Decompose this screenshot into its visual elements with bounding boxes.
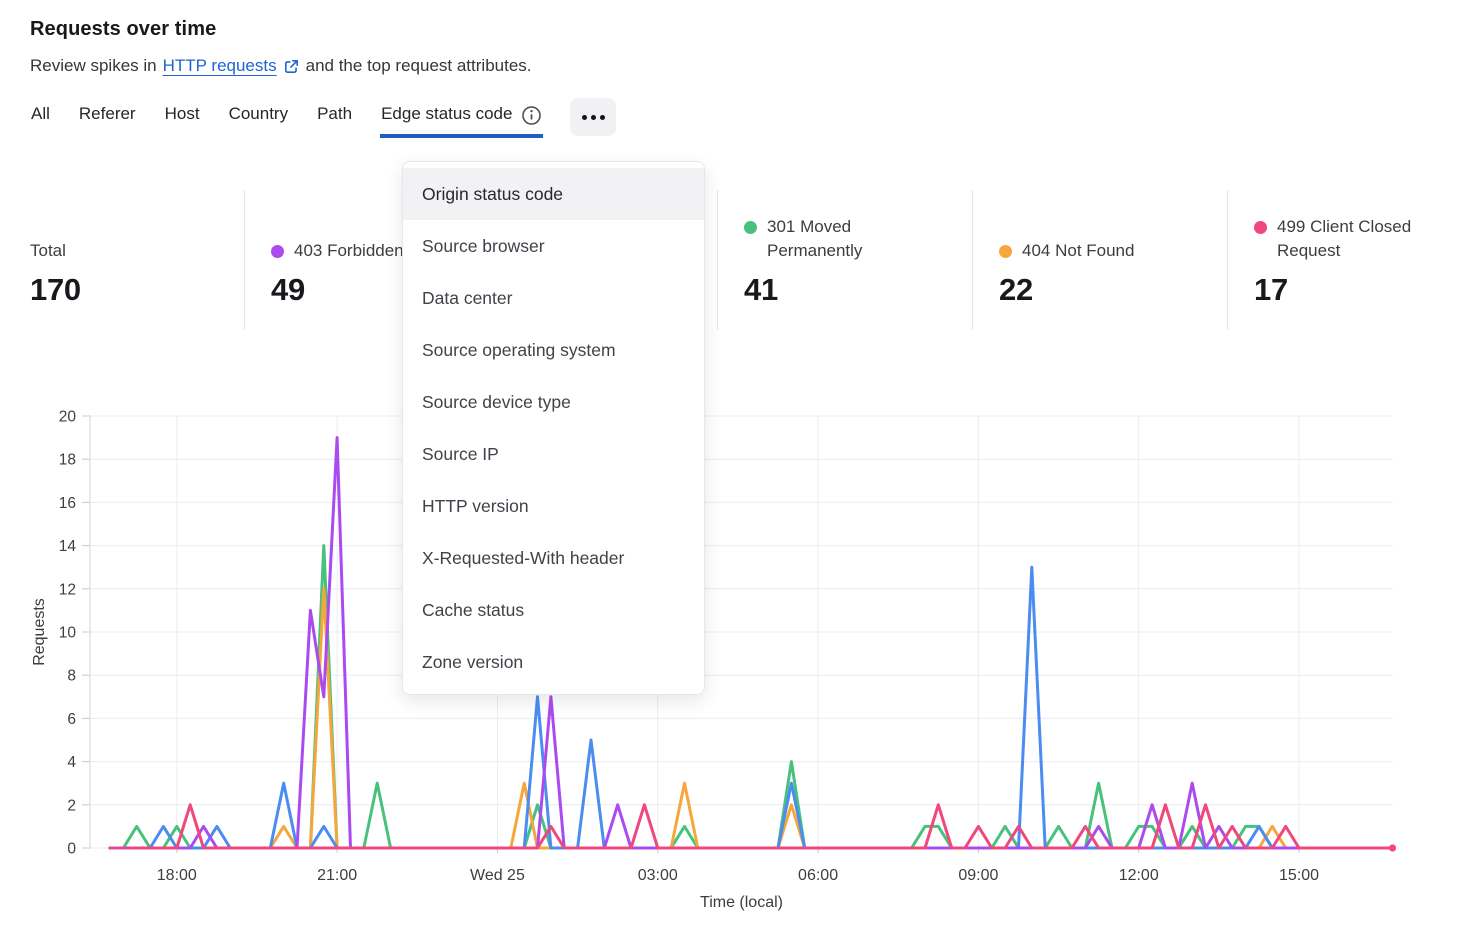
- link-label: HTTP requests: [162, 56, 277, 75]
- info-icon[interactable]: [521, 105, 542, 126]
- stat-value: 17: [1254, 272, 1288, 307]
- legend-dot: [271, 245, 284, 258]
- attribute-tabs: All Referer Host Country Path Edge status cod…: [30, 98, 1428, 140]
- series-line-403-forbidden: [108, 436, 1395, 850]
- stat-label-text: Total: [30, 241, 66, 260]
- series-end-dot: [1388, 844, 1397, 852]
- tab-label: Country: [228, 104, 289, 123]
- y-tick-label: 0: [67, 841, 76, 858]
- stat-value: 49: [271, 272, 305, 307]
- x-tick-label: 09:00: [958, 867, 998, 884]
- legend-dot: [744, 221, 757, 234]
- stat-card-404-not-found[interactable]: 404 Not Found 22: [972, 190, 1227, 330]
- x-tick-label: 18:00: [157, 867, 197, 884]
- attribute-dropdown-menu: Origin status code Source browser Data cen…: [402, 161, 705, 695]
- menu-item-http-version[interactable]: HTTP version: [422, 495, 529, 516]
- tab-referer[interactable]: Referer: [78, 100, 137, 138]
- tab-edge-status-code[interactable]: Edge status code: [380, 100, 544, 138]
- y-tick-label: 10: [59, 625, 77, 642]
- http-requests-link[interactable]: HTTP requests: [163, 56, 300, 76]
- more-attributes-button[interactable]: [570, 98, 617, 136]
- x-tick-label: Wed 25: [470, 867, 525, 884]
- tab-label: All: [31, 104, 50, 123]
- y-tick-label: 12: [59, 581, 76, 598]
- subtitle-prefix: Review spikes in: [30, 56, 157, 75]
- y-tick-label: 4: [67, 754, 76, 771]
- tab-path[interactable]: Path: [316, 100, 353, 138]
- x-tick-label: 21:00: [317, 867, 357, 884]
- series-line-301-moved-permanently: [108, 544, 1395, 850]
- page-title: Requests over time: [30, 18, 217, 40]
- x-tick-label: 06:00: [798, 867, 838, 884]
- menu-item-source-browser[interactable]: Source browser: [422, 235, 545, 256]
- tab-label: Edge status code: [381, 104, 513, 123]
- menu-item-cache-status[interactable]: Cache status: [422, 599, 525, 620]
- stat-label-text: 403 Forbidden: [294, 241, 404, 260]
- ellipsis-icon: [581, 114, 587, 120]
- menu-item-source-operating-system[interactable]: Source operating system: [422, 339, 616, 360]
- tab-label: Referer: [78, 104, 136, 123]
- y-tick-label: 14: [59, 538, 77, 555]
- stat-label-text: 301 Moved Permanently: [767, 217, 863, 260]
- tab-label: Path: [317, 104, 353, 123]
- external-link-icon: [284, 59, 298, 73]
- y-tick-label: 20: [59, 409, 77, 426]
- stat-label: 403 Forbidden: [271, 239, 456, 263]
- page-subtitle: Review spikes in HTTP requests and the t…: [30, 56, 1428, 76]
- x-axis-title: Time (local): [700, 894, 783, 911]
- stat-card-total[interactable]: Total 170: [30, 190, 244, 330]
- y-tick-label: 16: [59, 495, 76, 512]
- stat-card-403-forbidden[interactable]: 403 Forbidden 49: [244, 190, 466, 330]
- menu-item-zone-version[interactable]: Zone version: [422, 651, 524, 672]
- tab-all[interactable]: All: [30, 100, 51, 138]
- stat-label-text: 404 Not Found: [1022, 241, 1135, 260]
- stat-value: 22: [999, 272, 1033, 307]
- subtitle-suffix: and the top request attributes.: [305, 56, 532, 75]
- stat-label: 404 Not Found: [999, 239, 1217, 263]
- tab-country[interactable]: Country: [228, 100, 290, 138]
- stats-row: Total 170 403 Forbidden 49 301 Moved Permane…: [30, 190, 1428, 330]
- menu-item-data-center[interactable]: Data center: [422, 287, 513, 308]
- stat-label: 499 Client Closed Request: [1254, 215, 1418, 263]
- y-tick-label: 2: [67, 797, 76, 814]
- stat-value: 41: [744, 272, 778, 307]
- menu-item-x-requested-with-header[interactable]: X-Requested-With header: [422, 547, 625, 568]
- stat-value: 170: [30, 272, 81, 307]
- legend-dot: [1254, 221, 1267, 234]
- x-tick-label: 03:00: [638, 867, 678, 884]
- y-axis-title: Requests: [31, 598, 48, 666]
- y-tick-label: 6: [67, 711, 76, 728]
- stat-label: Total: [30, 239, 234, 263]
- stat-card-499-client-closed-request[interactable]: 499 Client Closed Request 17: [1227, 190, 1428, 330]
- series-line-hidden-label: [108, 565, 1395, 850]
- gridlines: 0 2 4 6 8 10 12 14 16 18 20 18:00 21:00 Wed 25 03:00 06…: [59, 409, 1393, 884]
- y-tick-label: 18: [59, 452, 76, 469]
- menu-item-origin-status-code[interactable]: Origin status code: [403, 168, 704, 220]
- x-tick-label: 15:00: [1279, 867, 1319, 884]
- y-tick-label: 8: [67, 668, 76, 685]
- tab-host[interactable]: Host: [164, 100, 201, 138]
- stat-label: 301 Moved Permanently: [744, 215, 962, 263]
- stat-card-301-moved-permanently[interactable]: 301 Moved Permanently 41: [717, 190, 972, 330]
- menu-item-source-ip[interactable]: Source IP: [422, 443, 499, 464]
- stat-label-text: 499 Client Closed Request: [1277, 217, 1412, 260]
- menu-item-source-device-type[interactable]: Source device type: [422, 391, 571, 412]
- x-tick-label: 12:00: [1119, 867, 1159, 884]
- tab-label: Host: [164, 104, 200, 123]
- series-line-499-client-closed-request: [135, 803, 1395, 850]
- legend-dot: [999, 245, 1012, 258]
- header: Requests over time Review spikes in HTTP…: [0, 0, 1458, 140]
